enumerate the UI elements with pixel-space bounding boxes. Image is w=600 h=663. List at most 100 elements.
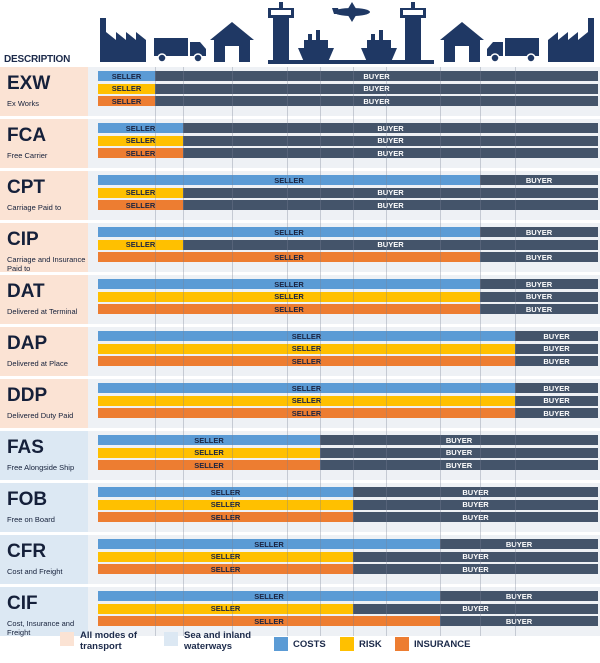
legend-sea-label: Sea and inland waterways (184, 630, 252, 652)
buyer-segment: BUYER (320, 447, 598, 458)
seller-segment: SELLER (98, 603, 353, 614)
buyer-segment: BUYER (480, 291, 598, 302)
buyer-segment: BUYER (480, 304, 598, 314)
buyer-segment: BUYER (515, 343, 598, 354)
row-description-cell: EXW Ex Works (0, 67, 88, 116)
seller-segment: SELLER (98, 499, 353, 510)
insurance-bar: SELLER BUYER (98, 200, 598, 210)
incoterm-name: Cost and Freight (7, 567, 63, 576)
buyer-segment: BUYER (353, 603, 598, 614)
incoterm-name: Delivered at Place (7, 359, 68, 368)
buyer-segment: BUYER (515, 395, 598, 406)
row-description-cell: CPT Carriage Paid to (0, 171, 88, 220)
row-description-cell: DDP Delivered Duty Paid (0, 379, 88, 428)
buyer-segment: BUYER (515, 408, 598, 418)
incoterm-row: DAT Delivered at Terminal SELLER BUYER SELLE… (0, 275, 600, 324)
stage-divider (440, 67, 441, 636)
legend-costs-swatch (274, 637, 288, 651)
costs-bar: SELLER BUYER (98, 435, 598, 445)
buyer-segment: BUYER (515, 331, 598, 341)
factory-icon (548, 18, 594, 62)
seller-segment: SELLER (98, 343, 515, 354)
stage-divider (183, 67, 184, 636)
seller-segment: SELLER (98, 564, 353, 574)
seller-segment: SELLER (98, 304, 480, 314)
incoterm-code: FCA (7, 125, 47, 146)
port-crane-icon (268, 2, 294, 62)
risk-bar: SELLER BUYER (98, 395, 598, 406)
legend-risk-swatch (340, 637, 354, 651)
transport-icons-header (100, 2, 594, 64)
buyer-segment: BUYER (155, 83, 598, 94)
buyer-segment: BUYER (183, 200, 598, 210)
buyer-segment: BUYER (440, 591, 598, 601)
row-description-cell: FOB Free on Board (0, 483, 88, 532)
incoterm-code: CIF (7, 593, 38, 614)
buyer-segment: BUYER (320, 460, 598, 470)
incoterm-name: Carriage and Insurance Paid to (7, 255, 86, 273)
seller-segment: SELLER (98, 71, 155, 81)
incoterm-row: CIF Cost, Insurance and Freight SELLER BUYE… (0, 587, 600, 637)
stage-divider (320, 67, 321, 636)
buyer-segment: BUYER (183, 135, 598, 146)
legend-all-modes-swatch (60, 632, 74, 646)
seller-segment: SELLER (98, 591, 440, 601)
risk-bar: SELLER BUYER (98, 499, 598, 510)
buyer-segment: BUYER (353, 564, 598, 574)
insurance-bar: SELLER BUYER (98, 512, 598, 522)
buyer-segment: BUYER (183, 123, 598, 133)
seller-segment: SELLER (98, 512, 353, 522)
buyer-segment: BUYER (480, 227, 598, 237)
truck-icon (154, 38, 206, 63)
costs-bar: SELLER BUYER (98, 591, 598, 601)
costs-bar: SELLER BUYER (98, 123, 598, 133)
truck-icon (487, 38, 539, 63)
seller-segment: SELLER (98, 447, 320, 458)
warehouse-icon (440, 22, 484, 62)
seller-segment: SELLER (98, 408, 515, 418)
seller-segment: SELLER (98, 239, 183, 250)
airplane-icon (332, 2, 370, 22)
incoterm-name: Cost, Insurance and Freight (7, 619, 75, 637)
seller-segment: SELLER (98, 279, 480, 289)
seller-segment: SELLER (98, 291, 480, 302)
insurance-bar: SELLER BUYER (98, 408, 598, 418)
incoterm-row: CPT Carriage Paid to SELLER BUYER SELLER BUYE… (0, 171, 600, 220)
row-description-cell: DAT Delivered at Terminal (0, 275, 88, 324)
incoterm-row: EXW Ex Works SELLER BUYER SELLER BUYER SELLER B… (0, 67, 600, 116)
stage-divider (515, 67, 516, 636)
legend-costs-label: COSTS (293, 639, 326, 650)
incoterm-row: FOB Free on Board SELLER BUYER SELLER BUYER SE… (0, 483, 600, 532)
buyer-segment: BUYER (480, 175, 598, 185)
costs-bar: SELLER BUYER (98, 175, 598, 185)
incoterm-row: DDP Delivered Duty Paid SELLER BUYER SELLER B… (0, 379, 600, 428)
seller-segment: SELLER (98, 83, 155, 94)
costs-bar: SELLER BUYER (98, 279, 598, 289)
costs-bar: SELLER BUYER (98, 487, 598, 497)
buyer-segment: BUYER (320, 435, 598, 445)
incoterm-row: CFR Cost and Freight SELLER BUYER SELLER BUYE… (0, 535, 600, 584)
seller-segment: SELLER (98, 227, 480, 237)
costs-bar: SELLER BUYER (98, 71, 598, 81)
insurance-bar: SELLER BUYER (98, 252, 598, 262)
incoterm-name: Free on Board (7, 515, 55, 524)
incoterm-row: FCA Free Carrier SELLER BUYER SELLER BUYER SEL… (0, 119, 600, 168)
buyer-segment: BUYER (480, 252, 598, 262)
incoterm-name: Delivered Duty Paid (7, 411, 74, 420)
seller-segment: SELLER (98, 331, 515, 341)
legend: All modes of transport Sea and inland wa… (0, 626, 600, 663)
buyer-segment: BUYER (155, 96, 598, 106)
legend-insurance-swatch (395, 637, 409, 651)
buyer-segment: BUYER (353, 487, 598, 497)
incoterm-name: Free Carrier (7, 151, 48, 160)
seller-segment: SELLER (98, 395, 515, 406)
insurance-bar: SELLER BUYER (98, 304, 598, 314)
seller-segment: SELLER (98, 460, 320, 470)
stage-divider (232, 67, 233, 636)
risk-bar: SELLER BUYER (98, 447, 598, 458)
buyer-segment: BUYER (353, 551, 598, 562)
seller-segment: SELLER (98, 175, 480, 185)
risk-bar: SELLER BUYER (98, 135, 598, 146)
insurance-bar: SELLER BUYER (98, 616, 598, 626)
